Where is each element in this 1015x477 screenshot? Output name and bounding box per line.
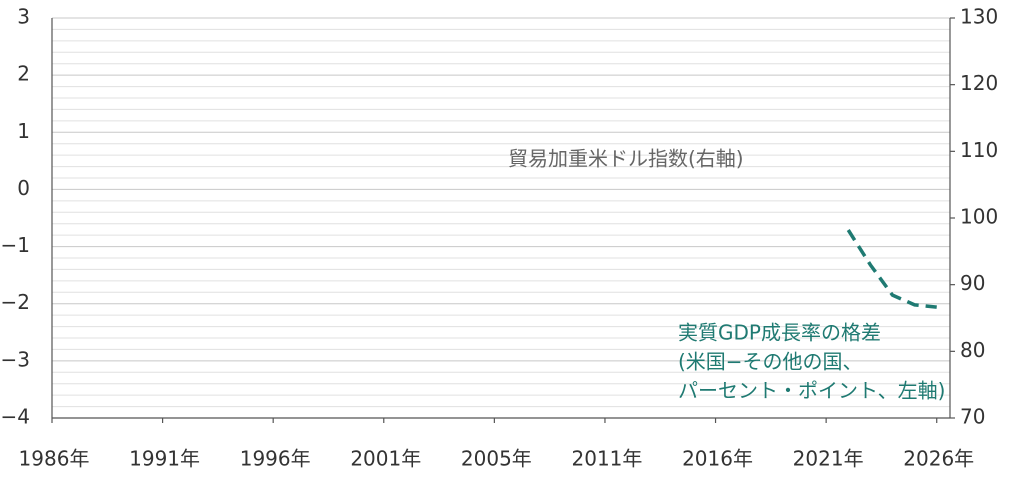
x-tick-label: 2005年 [461,447,532,471]
y2-tick-label: 80 [960,338,985,362]
x-tick-label: 1996年 [240,447,311,471]
y-tick-label: −1 [1,233,30,257]
x-tick-label: 2001年 [350,447,421,471]
y-tick-label: 2 [17,62,30,86]
y2-tick-label: 120 [960,71,998,95]
y2-tick-label: 130 [960,5,998,29]
x-tick-label: 1991年 [129,447,200,471]
series-label: 貿易加重米ドル指数(右軸) [508,147,744,171]
series-label: (米国−その他の国、 [678,350,863,374]
forecast-line [846,229,937,309]
series-label: パーセント・ポイント、左軸) [678,379,945,403]
x-tick-label: 2026年 [903,447,974,471]
y2-tick-label: 100 [960,205,998,229]
series-label: 実質GDP成長率の格差 [678,321,881,345]
y2-tick-label: 110 [960,138,998,162]
y2-tick-label: 70 [960,405,985,429]
y-tick-label: −3 [1,347,30,371]
x-tick-label: 1986年 [19,447,90,471]
x-tick-label: 2011年 [572,447,643,471]
y-tick-label: −4 [1,405,30,429]
y2-tick-label: 90 [960,271,985,295]
x-tick-label: 2016年 [682,447,753,471]
y-tick-label: −2 [1,290,30,314]
y-tick-label: 1 [17,119,30,143]
y-tick-label: 0 [17,176,30,200]
x-tick-label: 2021年 [793,447,864,471]
y-tick-label: 3 [17,5,30,29]
